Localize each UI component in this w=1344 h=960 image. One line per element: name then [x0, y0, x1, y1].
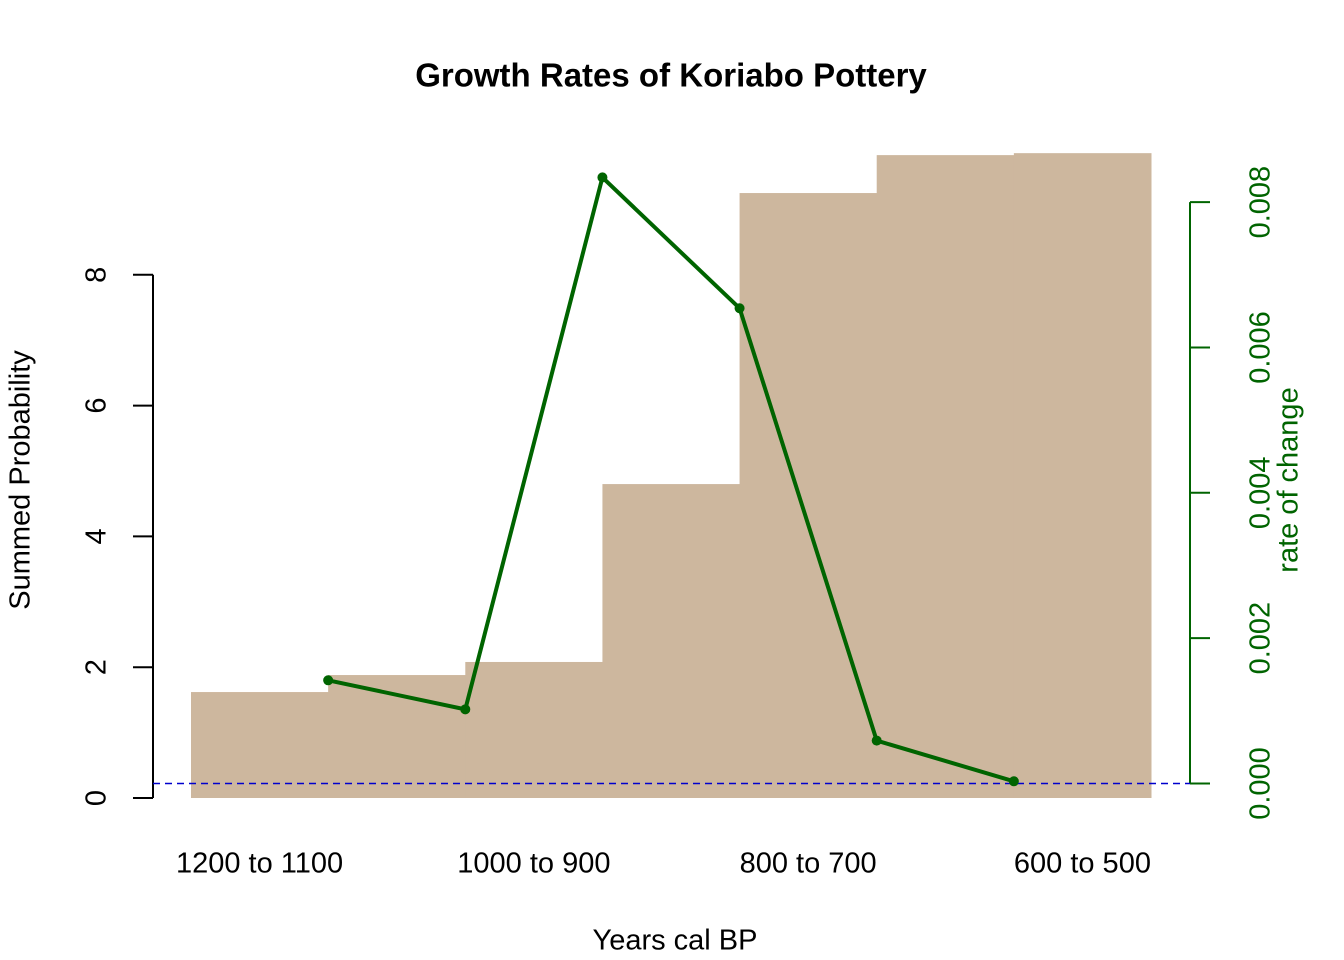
x-axis-label: Years cal BP	[593, 925, 758, 957]
bar	[602, 484, 741, 798]
bar	[191, 692, 329, 798]
bar	[739, 193, 878, 799]
y-tick-label: 2	[81, 659, 113, 675]
y-tick-label: 6	[81, 398, 113, 414]
y-tick-label: 4	[81, 528, 113, 544]
y2-axis-label: rate of change	[1273, 387, 1305, 572]
bar	[465, 661, 603, 798]
chart-title: Growth Rates of Koriabo Pottery	[415, 57, 927, 94]
rate-point	[734, 303, 745, 314]
rate-point	[1008, 776, 1019, 787]
rate-point	[323, 675, 334, 686]
y2-tick-label: 0.006	[1245, 311, 1277, 384]
y-axis-label: Summed Probability	[5, 350, 37, 610]
y2-tick-label: 0.000	[1245, 747, 1277, 820]
rate-line	[327, 173, 1015, 784]
y2-tick-label: 0.008	[1245, 166, 1277, 239]
bar	[1013, 153, 1152, 798]
x-tick-label: 1200 to 1100	[176, 848, 343, 880]
y2-tick-label: 0.004	[1245, 457, 1277, 530]
y-tick-label: 8	[81, 267, 113, 283]
rate-point	[597, 172, 608, 183]
rate-point	[460, 704, 471, 715]
x-tick-label: 1000 to 900	[457, 848, 610, 880]
x-tick-label: 800 to 700	[740, 848, 877, 880]
bar	[876, 155, 1015, 799]
x-tick-label: 600 to 500	[1014, 848, 1151, 880]
rate-point	[871, 735, 882, 746]
y-tick-label: 0	[81, 790, 113, 806]
y2-tick-label: 0.002	[1245, 602, 1277, 675]
